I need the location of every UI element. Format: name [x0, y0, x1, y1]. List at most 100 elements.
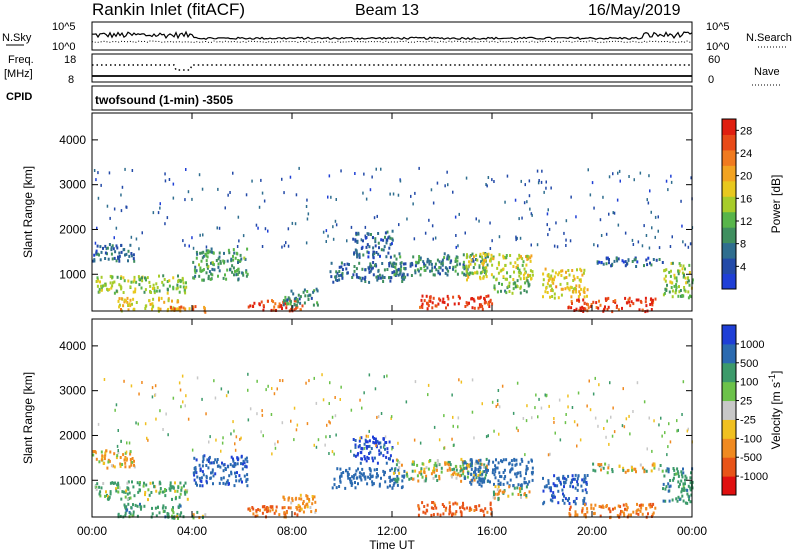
echo-cell — [397, 193, 400, 197]
echo-cell — [119, 276, 122, 280]
echo-cell — [391, 447, 393, 451]
echo-cell — [339, 398, 341, 401]
echo-cell — [257, 226, 259, 230]
echo-cell — [687, 484, 690, 488]
echo-cell — [439, 272, 441, 276]
echo-cell — [335, 198, 337, 201]
echo-cell — [474, 468, 477, 471]
echo-cell — [690, 295, 693, 299]
echo-cell — [561, 488, 564, 492]
echo-cell — [487, 255, 489, 259]
echo-cell — [127, 279, 130, 283]
echo-cell — [571, 406, 574, 409]
echo-cell — [130, 254, 133, 258]
echo-cell — [446, 273, 449, 277]
echo-cell — [356, 255, 359, 259]
echo-cell — [179, 388, 182, 392]
echo-cell — [429, 299, 432, 303]
echo-cell — [607, 305, 610, 309]
echo-cell — [483, 261, 485, 265]
echo-cell — [485, 275, 488, 279]
echo-cell — [479, 471, 482, 475]
echo-cell — [108, 495, 111, 499]
echo-cell — [180, 486, 183, 490]
echo-cell — [362, 191, 364, 195]
echo-cell — [132, 503, 134, 507]
echo-cell — [234, 448, 237, 452]
echo-cell — [246, 473, 249, 477]
echo-cell — [375, 167, 377, 171]
echo-cell — [688, 271, 691, 274]
echo-cell — [364, 280, 367, 283]
echo-cell — [121, 463, 124, 466]
echo-cell — [477, 469, 480, 473]
echo-cell — [210, 272, 213, 276]
echo-cell — [390, 415, 393, 419]
echo-cell — [517, 471, 520, 475]
echo-cell — [382, 248, 385, 252]
echo-cell — [335, 433, 337, 437]
echo-cell — [201, 187, 204, 191]
echo-cell — [473, 306, 476, 310]
echo-cell — [643, 468, 646, 472]
summary-nsky-panel — [91, 21, 693, 51]
echo-cell — [332, 280, 335, 284]
echo-cell — [584, 476, 587, 480]
echo-cell — [563, 276, 566, 280]
echo-cell — [475, 476, 478, 480]
echo-cell — [220, 476, 223, 480]
echo-cell — [255, 509, 258, 513]
echo-cell — [469, 464, 472, 468]
echo-cell — [376, 415, 378, 419]
echo-cell — [374, 237, 377, 241]
echo-cell — [506, 174, 509, 178]
echo-cell — [289, 506, 292, 510]
echo-cell — [123, 379, 125, 383]
echo-cell — [267, 299, 269, 303]
echo-cell — [592, 300, 595, 304]
echo-cell — [333, 477, 336, 481]
echo-cell — [221, 441, 224, 445]
echo-cell — [446, 257, 449, 261]
echo-cell — [200, 269, 203, 273]
echo-cell — [481, 258, 484, 262]
echo-cell — [123, 279, 126, 283]
echo-cell — [680, 490, 683, 494]
echo-cell — [523, 477, 526, 481]
echo-cell — [473, 478, 476, 482]
echo-cell — [246, 460, 249, 464]
echo-cell — [600, 234, 603, 237]
echo-cell — [673, 468, 676, 472]
echo-cell — [214, 472, 217, 476]
echo-cell — [99, 258, 102, 262]
echo-cell — [357, 231, 360, 235]
echo-cell — [115, 226, 118, 230]
echo-cell — [239, 437, 241, 441]
echo-cell — [468, 260, 470, 264]
echo-cell — [125, 489, 128, 493]
echo-cell — [191, 236, 193, 240]
echo-cell — [405, 473, 408, 477]
echo-cell — [479, 271, 482, 275]
echo-cell — [113, 291, 116, 295]
echo-cell — [619, 505, 622, 509]
echo-cell — [355, 251, 358, 255]
echo-cell — [116, 454, 119, 458]
echo-cell — [373, 216, 376, 220]
echo-cell — [434, 262, 437, 266]
echo-cell — [95, 486, 98, 489]
echo-cell — [120, 286, 123, 290]
echo-cell — [545, 180, 547, 184]
echo-cell — [120, 275, 123, 279]
echo-cell — [180, 305, 183, 309]
echo-cell — [542, 278, 545, 282]
echo-cell — [125, 450, 128, 454]
program-name: twofsound (1-min) -3505 — [95, 93, 233, 107]
echo-cell — [340, 265, 343, 269]
echo-cell — [138, 392, 140, 396]
echo-cell — [667, 489, 670, 493]
echo-cell — [375, 275, 378, 279]
echo-cell — [368, 245, 371, 249]
echo-cell — [130, 252, 133, 255]
echo-cell — [511, 467, 513, 471]
